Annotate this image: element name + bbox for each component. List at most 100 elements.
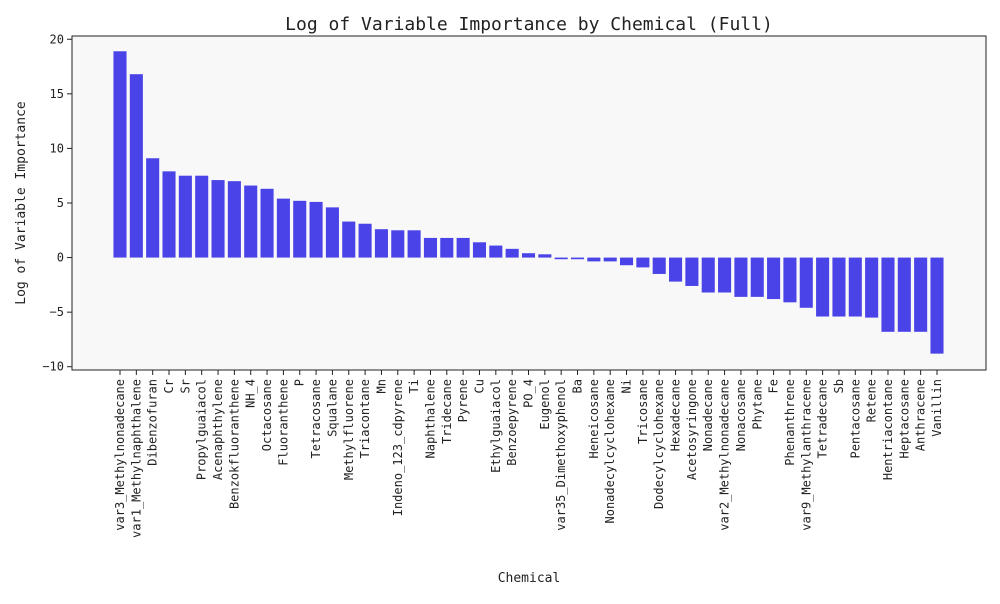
x-tick-label: Cu: [472, 379, 486, 393]
bar: [734, 257, 748, 297]
bar: [750, 257, 764, 297]
bar: [293, 200, 307, 258]
x-tick-label: Ni: [620, 379, 634, 393]
bar: [897, 257, 911, 332]
bar: [358, 223, 372, 258]
bar: [914, 257, 928, 332]
x-tick-label: Heneicosane: [587, 379, 601, 458]
bar: [440, 237, 454, 258]
bar: [832, 257, 846, 317]
bar: [603, 257, 617, 262]
x-tick-label: Dibenzofuran: [146, 379, 160, 466]
bar: [799, 257, 813, 308]
x-tick-label: Nonacosane: [734, 379, 748, 451]
bar: [620, 257, 634, 266]
bar: [783, 257, 797, 303]
bar: [881, 257, 895, 332]
x-tick-label: Hexadecane: [669, 379, 683, 451]
bar: [538, 254, 552, 258]
bar: [325, 207, 339, 258]
bar: [701, 257, 715, 293]
x-tick-label: Anthracene: [914, 379, 928, 451]
bar: [260, 188, 274, 258]
x-tick-label: Acetosyringone: [685, 379, 699, 480]
x-tick-label: Propylguaiacol: [195, 379, 209, 480]
x-tick-label: Ethylguaiacol: [489, 379, 503, 473]
bar: [244, 185, 258, 258]
x-tick-label: Retene: [865, 379, 879, 422]
bar: [113, 51, 127, 258]
bar: [211, 180, 225, 258]
bar: [652, 257, 666, 274]
x-tick-label: Benzokfluoranthene: [227, 379, 241, 509]
x-tick-label: var9_Methylanthracene: [799, 379, 813, 531]
bar: [521, 253, 536, 258]
bar: [472, 242, 487, 258]
y-tick-label: 20: [50, 32, 64, 46]
plot-frame: [71, 35, 987, 371]
bar: [342, 221, 356, 258]
bar: [146, 158, 160, 258]
y-tick-label: 0: [57, 251, 64, 265]
bar: [570, 257, 585, 260]
x-tick-label: Squalane: [325, 379, 339, 437]
bar: [505, 248, 519, 258]
y-axis: −10 −5 0 5 10 15 20: [42, 32, 72, 374]
bar: [195, 175, 209, 258]
bar: [227, 181, 241, 258]
x-tick-label: var1_Methylnaphthalene: [129, 379, 143, 538]
bar: [767, 257, 781, 300]
chart-title: Log of Variable Importance by Chemical (…: [285, 14, 773, 35]
bar: [178, 175, 192, 258]
bar: [718, 257, 732, 293]
y-tick-label: 15: [50, 87, 64, 101]
x-tick-label: Benzoepyrene: [505, 379, 519, 466]
bar: [848, 257, 862, 317]
y-tick-label: −5: [50, 305, 64, 319]
y-tick-label: 10: [50, 141, 64, 155]
x-tick-label: Indeno_123_cdpyrene: [391, 379, 405, 516]
bar: [554, 257, 568, 260]
x-tick-label: Tetradecane: [816, 379, 830, 458]
x-tick-label: Pentacosane: [848, 379, 862, 458]
bar: [374, 229, 388, 258]
x-tick-label: Nonadecylcyclohexane: [603, 379, 617, 524]
y-axis-label: Log of Variable Importance: [14, 101, 29, 305]
bar: [423, 237, 437, 258]
bar: [685, 257, 699, 286]
x-tick-label: Heptacosane: [897, 379, 911, 458]
x-tick-label: Fluoranthene: [276, 379, 290, 466]
x-tick-label: var3_Methylnonadecane: [113, 379, 127, 531]
bar: [162, 171, 176, 258]
x-tick-label: Dodecylcyclohexane: [652, 379, 666, 509]
bar: [456, 237, 470, 258]
x-tick-label: Sb: [832, 379, 846, 393]
x-tick-label: Phytane: [750, 379, 764, 430]
x-axis-label: Chemical: [498, 571, 561, 586]
bar: [669, 257, 683, 282]
bar: [309, 201, 323, 258]
y-tick-label: 5: [57, 196, 64, 210]
x-tick-label: Ba: [571, 379, 585, 393]
x-tick-label: var35_Dimethoxyphenol: [554, 379, 568, 531]
x-tick-label: Mn: [374, 379, 388, 393]
bar: [816, 257, 830, 317]
x-tick-label: Octacosane: [260, 379, 274, 451]
x-tick-label: Tetracosane: [309, 379, 323, 458]
x-tick-label: Eugenol: [538, 379, 552, 430]
bar: [391, 230, 405, 258]
x-tick-label: Naphthalene: [423, 379, 437, 458]
bar: [930, 257, 944, 354]
x-tick-label: var2_Methylnonadecane: [718, 379, 732, 531]
x-tick-label: Triacontane: [358, 379, 372, 458]
bars-layer: [113, 51, 944, 354]
plot-background: [72, 36, 986, 370]
x-tick-label: Nonadecane: [701, 379, 715, 451]
x-tick-label: Tricosane: [636, 379, 650, 444]
x-tick-label: PO_4: [522, 379, 536, 408]
bar: [276, 198, 290, 258]
bar: [636, 257, 650, 268]
bar: [407, 230, 421, 258]
